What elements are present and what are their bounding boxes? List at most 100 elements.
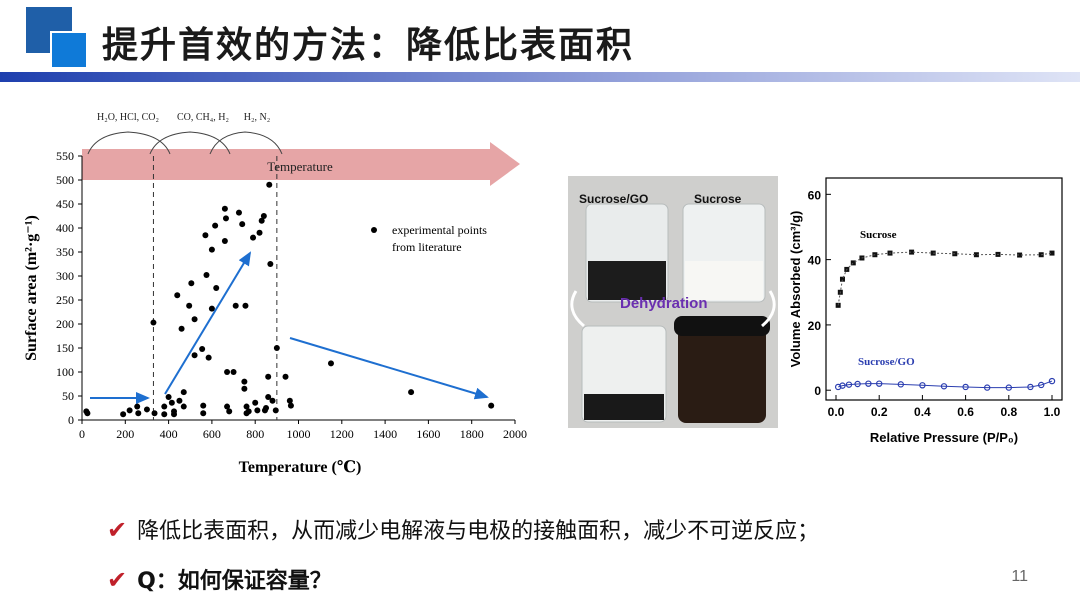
data-point (150, 319, 157, 326)
photo-label-dehydration: Dehydration (620, 295, 708, 312)
series-label-sucrose: Sucrose (860, 229, 897, 241)
x-tick-label: 0.0 (828, 405, 845, 419)
data-point (256, 229, 263, 236)
data-point (286, 397, 293, 404)
y-tick-label: 350 (56, 245, 74, 259)
y-tick-label: 150 (56, 341, 74, 355)
bullet-2: ✔ Q：如何保证容量？ (107, 563, 332, 595)
y-tick-label: 400 (56, 221, 74, 235)
data-point (205, 354, 212, 361)
x-tick-label: 400 (160, 427, 178, 441)
data-point (135, 410, 142, 417)
plot-frame (825, 177, 1063, 401)
x-tick-label: 0.6 (957, 405, 974, 419)
data-point (287, 402, 294, 409)
data-point (263, 405, 270, 411)
sucrose-point (850, 260, 856, 266)
y-tick-label: 450 (56, 197, 74, 211)
gas-arc-2 (209, 131, 283, 155)
x-tick-label: 0.2 (871, 405, 888, 419)
data-point (221, 205, 228, 212)
title-underline-bar (0, 72, 1080, 82)
data-point (165, 393, 172, 400)
data-point (408, 389, 415, 396)
gas-arc-0 (87, 131, 171, 155)
y-axis-label: Surface area (m²·g⁻¹) (23, 215, 40, 361)
data-point (143, 406, 150, 413)
gas-label-0: H₂O, HCl, CO₂ (97, 112, 159, 123)
sucrose-go-line (838, 380, 1053, 389)
data-point (126, 407, 133, 414)
data-point (221, 237, 228, 244)
data-point (84, 410, 91, 417)
y-tick-label: 50 (62, 389, 74, 403)
x-tick-label: 0 (79, 427, 85, 441)
data-point (161, 411, 168, 418)
y-tick-label: 550 (56, 149, 74, 163)
bullet-1: ✔ 降低比表面积，从而减少电解液与电极的接触面积，减少不可逆反应； (107, 513, 819, 545)
photo-label-sucrose: Sucrose (694, 192, 742, 206)
checkmark-icon: ✔ (107, 566, 128, 594)
data-point (120, 411, 127, 418)
sucrose-point (973, 252, 979, 258)
data-point (265, 373, 272, 380)
data-point (224, 369, 231, 375)
gas-label-2: H₂, N₂ (244, 112, 270, 123)
data-point (327, 360, 334, 367)
gas-arc-1 (149, 131, 231, 155)
series-label-sucrose-go: Sucrose/GO (858, 356, 915, 368)
data-point (202, 232, 209, 239)
sucrose-point (909, 249, 915, 255)
data-point (226, 408, 233, 415)
data-point (180, 389, 187, 396)
photo-label-sucrose-go: Sucrose/GO (579, 192, 648, 206)
data-point (488, 402, 495, 409)
y-tick-label: 60 (808, 188, 822, 202)
data-point (241, 385, 248, 392)
page-number: 11 (1011, 568, 1028, 585)
y-tick-label: 500 (56, 173, 74, 187)
data-point (174, 292, 181, 299)
x-tick-label: 2000 (503, 427, 527, 441)
isotherm-chart: 0 20 40 60 0.0 0.2 0.4 0.6 0.8 1.0 Relative Pressu… (788, 177, 1063, 445)
x-tick-label: 200 (116, 427, 134, 441)
x-tick-label: 1000 (287, 427, 311, 441)
x-tick-label: 1200 (330, 427, 354, 441)
checkmark-icon: ✔ (107, 516, 128, 544)
y-tick-label: 20 (808, 319, 822, 333)
data-point (252, 399, 259, 406)
x-tick-label: 1.0 (1044, 405, 1061, 419)
logo-square-light (50, 31, 88, 69)
data-point (186, 302, 193, 309)
data-point (171, 411, 178, 418)
data-point (151, 410, 158, 417)
data-point (208, 305, 215, 312)
data-point (213, 285, 220, 291)
data-point (258, 217, 265, 224)
data-point (188, 280, 195, 287)
beaker-photo: Sucrose/GO Sucrose Dehydration (568, 176, 778, 428)
y-tick-label: 0 (814, 384, 821, 398)
data-point (269, 397, 276, 404)
y-tick-label: 250 (56, 293, 74, 307)
x-tick-label: 1800 (460, 427, 484, 441)
data-point (178, 325, 185, 332)
data-point (282, 373, 289, 380)
data-point (235, 209, 242, 216)
data-point (243, 403, 250, 410)
legend-marker (371, 227, 377, 233)
data-point (273, 345, 280, 351)
data-point (191, 316, 198, 323)
y-tick-label: 0 (68, 413, 74, 427)
trend-arrow-2 (289, 337, 489, 400)
banner-label: Temperature (267, 159, 333, 174)
sucrose-point (839, 276, 845, 282)
data-point (180, 403, 187, 410)
x-tick-label: 800 (246, 427, 264, 441)
sucrose-point (1049, 250, 1055, 256)
data-point (134, 403, 141, 410)
trend-arrow-1 (164, 251, 252, 395)
data-point (242, 302, 249, 309)
bullet-1-text: 降低比表面积，从而减少电解液与电极的接触面积，减少不可逆反应； (137, 519, 820, 544)
data-point (260, 213, 267, 219)
